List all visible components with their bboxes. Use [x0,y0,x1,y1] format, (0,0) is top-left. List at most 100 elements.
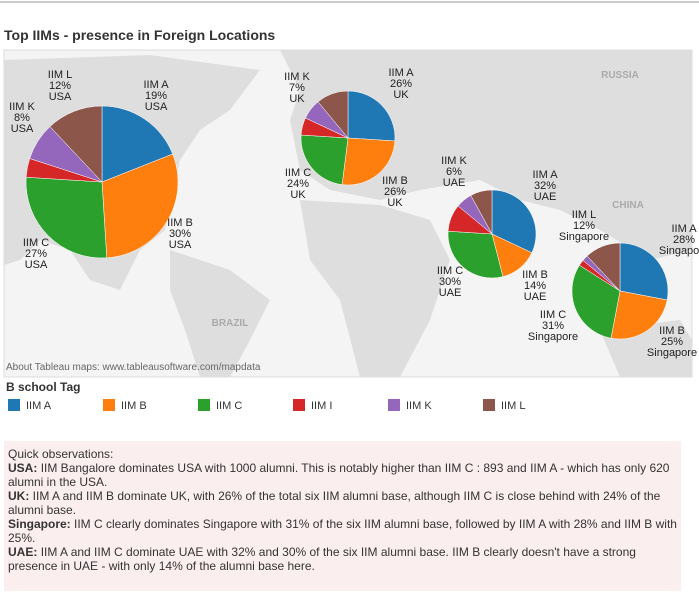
legend-swatch [293,399,305,411]
data-label-line: Singapore [647,347,697,359]
legend-label: IIM B [121,400,147,412]
data-label-line: USA [169,239,192,251]
data-label-line: IIM A [388,67,414,79]
pie-slice [341,137,396,186]
observation: Singapore: IIM C clearly dominates Singa… [8,517,677,545]
data-label-line: 19% [145,90,167,102]
data-label-line: USA [145,101,168,113]
data-label-line: 24% [287,178,309,190]
legend-title: B school Tag [6,380,80,394]
data-label-line: Singapore [659,245,699,257]
data-label-line: IIM A [532,169,558,181]
data-label-line: IIM C [540,309,566,321]
data-label: IIM B 30% USA [167,217,193,251]
data-label-line: IIM C [437,265,463,277]
legend-swatch [483,399,495,411]
observations: Quick observations: USA: IIM Bangalore d… [4,441,681,591]
map-label: RUSSIA [601,70,639,81]
observation-text: IIM C clearly dominates Singapore with 3… [8,517,677,545]
observation-lead: UAE: [8,545,38,559]
observation: UK: IIM A and IIM B dominate UK, with 26… [8,489,677,517]
data-label-line: UAE [439,287,462,299]
data-label-line: 7% [289,82,305,94]
data-label-line: 12% [49,80,71,92]
pie-slice [610,290,668,340]
data-label-line: UAE [443,177,466,189]
pie-slice [491,189,537,254]
data-label-line: UK [393,89,409,101]
pie-slice [470,189,493,235]
legend-label: IIM K [406,400,432,412]
data-label-line: 27% [25,248,47,260]
pie-slice [586,242,621,292]
legend-swatch [103,399,115,411]
chart: Top IIMs - presence in Foreign Locations… [0,1,699,412]
data-label-line: IIM C [23,237,49,249]
data-label-line: UAE [534,191,557,203]
data-label-line: USA [49,91,72,103]
data-label-line: UK [289,93,305,105]
legend-label: IIM C [216,400,242,412]
observations-heading: Quick observations: [8,447,114,461]
pie-slice [25,176,108,259]
pie-slice [317,90,349,139]
observation-lead: Singapore: [8,517,71,531]
data-label-line: IIM L [572,209,596,221]
data-label: IIM B 14% UAE [522,269,548,303]
data-label-line: 12% [573,220,595,232]
legend-swatch [388,399,400,411]
observation-text: IIM A and IIM B dominate UK, with 26% of… [8,489,661,517]
data-label-line: 31% [542,320,564,332]
data-label-line: 32% [534,180,556,192]
legend-label: IIM I [311,400,332,412]
data-label-line: 26% [384,186,406,198]
data-label-line: IIM B [382,175,408,187]
data-label-line: Singapore [528,331,578,343]
data-label-line: IIM K [441,155,467,167]
data-label-line: 25% [661,336,683,348]
map-label: CHINA [612,200,644,211]
data-label-line: 14% [524,280,546,292]
pie-slice [619,242,669,301]
legend-swatch [198,399,210,411]
data-label-line: IIM B [659,325,685,337]
data-label: IIM C 27% USA [23,237,49,271]
data-label-line: UK [387,197,403,209]
data-label-line: IIM A [671,223,697,235]
data-label: IIM A 19% USA [143,79,169,113]
data-label: IIM K 6% UAE [441,155,467,189]
legend-label: IIM L [501,400,525,412]
data-label-line: IIM L [48,69,72,81]
attribution: About Tableau maps: www.tableausoftware.… [6,362,261,373]
data-label-line: 30% [439,276,461,288]
pie-slice [347,90,396,142]
data-label-line: 6% [446,166,462,178]
data-label: IIM C 30% UAE [437,265,463,299]
data-label-line: IIM K [9,101,35,113]
pie-slice [447,230,504,279]
data-label-line: 26% [390,78,412,90]
legend-swatch [8,399,20,411]
data-label-line: IIM B [167,217,193,229]
data-label-line: IIM B [522,269,548,281]
data-label: IIM B 25% Singapore [647,325,697,359]
data-label: IIM C 24% UK [285,167,311,201]
observation: USA: IIM Bangalore dominates USA with 10… [8,461,677,489]
data-label: IIM K 8% USA [9,101,35,135]
pie-slice [101,105,173,183]
pie-slice [49,105,103,183]
data-label-line: 30% [169,228,191,240]
data-label-line: Singapore [559,231,609,243]
observation: UAE: IIM A and IIM C dominate UAE with 3… [8,545,677,573]
data-label-line: USA [25,259,48,271]
observation-lead: UK: [8,489,30,503]
data-label: IIM A28%Singapore [659,223,699,257]
observation-lead: USA: [8,461,38,475]
observation-text: IIM Bangalore dominates USA with 1000 al… [8,461,670,489]
data-label: IIM K 7% UK [284,71,310,105]
pie-slice [101,153,179,259]
data-label: IIM L 12% USA [48,69,72,103]
legend-label: IIM A [26,400,52,412]
data-label: IIM B 26% UK [382,175,408,209]
